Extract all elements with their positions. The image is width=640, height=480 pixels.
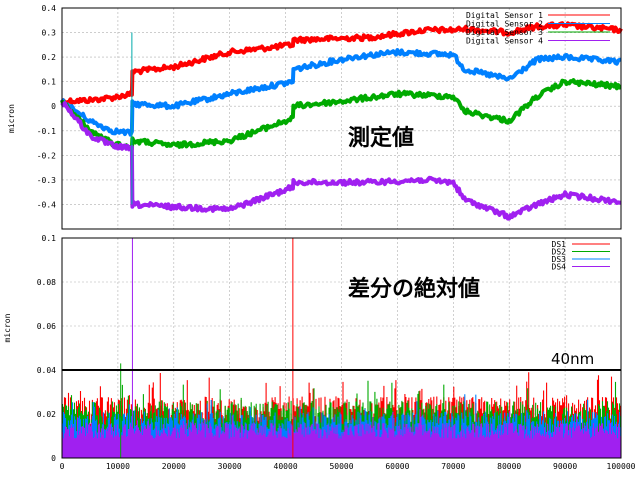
x-tick-label: 30000 [218, 462, 242, 471]
series-line-digital-sensor-2 [60, 48, 622, 137]
bottom-y-tick-label: 0.06 [37, 322, 56, 331]
bottom-y-tick-label: 0 [51, 454, 56, 463]
top-y-tick-label: -0.1 [37, 127, 56, 136]
legend-label: Digital Sensor 3 [466, 28, 543, 37]
bottom-y-tick-label: 0.08 [37, 278, 56, 287]
top-chart-annotation: 測定値 [348, 125, 414, 151]
bottom-chart-annotation: 差分の絶対値 [348, 276, 480, 302]
bottom-chart-ticks: 0.1 0.08 0.06 0.04 0.02 00 10000 20000 30000 4000… [37, 234, 636, 471]
top-y-tick-label: 0.2 [42, 53, 57, 62]
top-chart-series [60, 21, 623, 221]
series-line-digital-sensor-1 [60, 21, 623, 106]
x-tick-label: 100000 [607, 462, 636, 471]
bottom-chart-ylabel: micron [3, 313, 12, 342]
top-y-tick-label: -0.4 [37, 200, 56, 209]
bottom-chart-bars [61, 238, 622, 458]
x-tick-label: 20000 [162, 462, 186, 471]
x-tick-label: 90000 [553, 462, 577, 471]
x-tick-label: 70000 [441, 462, 465, 471]
bottom-chart: 0.1 0.08 0.06 0.04 0.02 00 10000 20000 30000 4000… [3, 234, 636, 471]
x-tick-label: 80000 [497, 462, 521, 471]
x-tick-label: 0 [60, 462, 65, 471]
top-y-tick-label: -0.3 [37, 176, 56, 185]
series-line-digital-sensor-4 [60, 101, 622, 221]
bottom-y-tick-label: 0.02 [37, 410, 56, 419]
legend-label: Digital Sensor 4 [466, 37, 543, 46]
bottom-chart-frame [61, 237, 622, 459]
top-chart: 0.4 0.3 0.2 0.1 0 -0.1 -0.2 -0.3 -0.4 micron Dig… [7, 4, 623, 230]
threshold-label: 40nm [551, 350, 594, 368]
top-y-tick-label: -0.2 [37, 151, 56, 160]
top-y-tick-label: 0 [51, 102, 56, 111]
legend-label: DS2 [552, 248, 567, 257]
legend-label: DS3 [552, 255, 567, 264]
legend-label: Digital Sensor 2 [466, 20, 543, 29]
bottom-y-tick-label: 0.04 [37, 366, 56, 375]
x-tick-label: 40000 [274, 462, 298, 471]
legend-label: DS1 [552, 240, 567, 249]
x-tick-label: 50000 [329, 462, 353, 471]
legend-label: DS4 [552, 263, 567, 272]
legend-label: Digital Sensor 1 [466, 11, 543, 20]
x-tick-label: 60000 [385, 462, 409, 471]
top-y-tick-label: 0.4 [42, 4, 57, 13]
top-chart-ylabel: micron [7, 104, 16, 133]
x-tick-label: 10000 [106, 462, 130, 471]
top-y-tick-label: 0.1 [42, 78, 57, 87]
series-line-digital-sensor-3 [60, 78, 622, 151]
bottom-y-tick-label: 0.1 [42, 234, 57, 243]
top-chart-frame [61, 7, 622, 230]
top-chart-ticks: 0.4 0.3 0.2 0.1 0 -0.1 -0.2 -0.3 -0.4 [37, 4, 56, 209]
top-y-tick-label: 0.3 [42, 29, 57, 38]
